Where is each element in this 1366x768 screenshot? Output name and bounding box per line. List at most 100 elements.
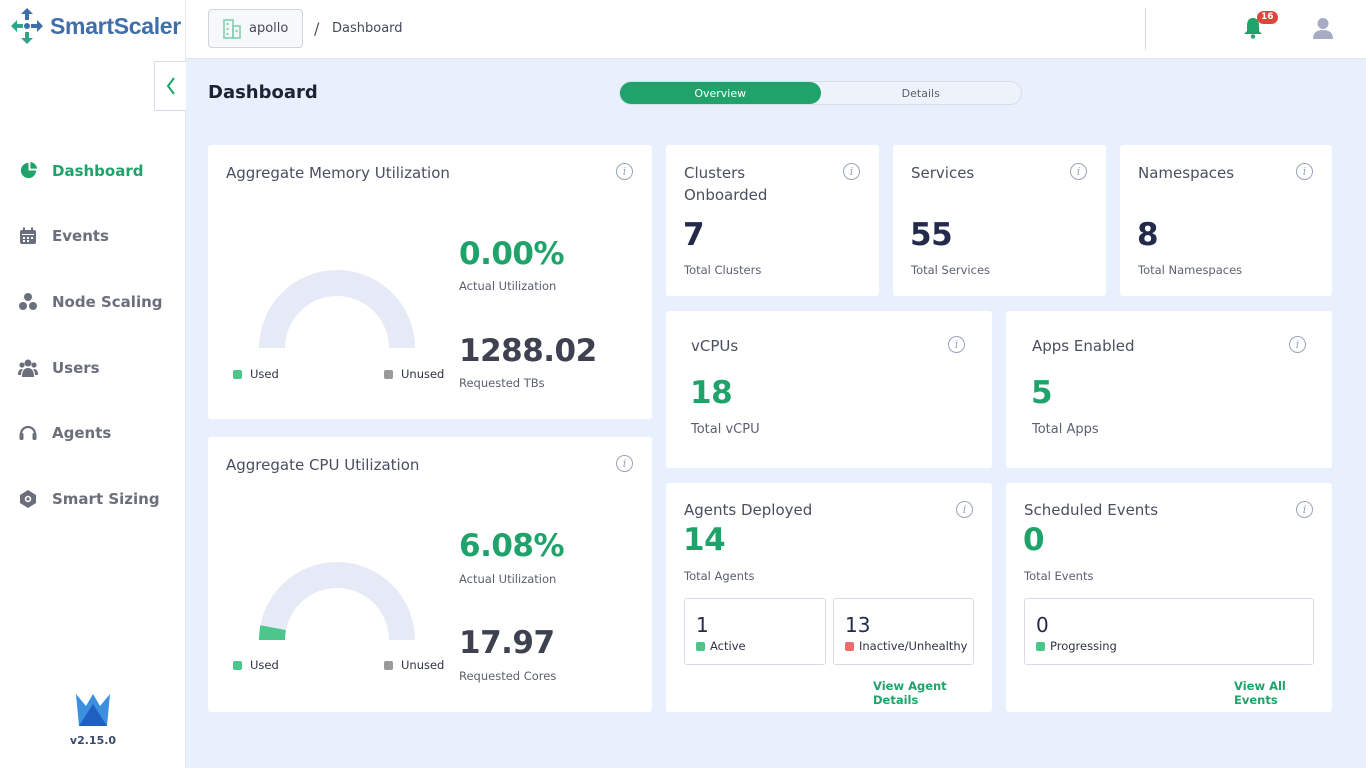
apps-card: Apps Enabled i 5 Total Apps <box>1006 311 1332 468</box>
info-icon[interactable]: i <box>1289 336 1306 353</box>
sidebar-item-label: Agents <box>52 424 112 443</box>
notifications-button[interactable] <box>1243 17 1263 43</box>
card-title: Aggregate Memory Utilization <box>226 164 450 182</box>
users-icon <box>18 358 38 378</box>
clusters-card: Clusters Onboarded i 7 Total Clusters <box>666 145 879 296</box>
card-title: vCPUs <box>691 337 739 355</box>
scheduled-events-card: Scheduled Events i 0 Total Events 0 Prog… <box>1006 483 1332 712</box>
collapse-sidebar-button[interactable] <box>154 61 186 111</box>
services-card: Services i 55 Total Services <box>893 145 1106 296</box>
legend-used: Used <box>233 658 279 672</box>
vcpus-value: 18 <box>690 375 733 411</box>
card-title: Clusters Onboarded <box>684 164 768 204</box>
clusters-value: 7 <box>683 217 705 253</box>
info-icon[interactable]: i <box>616 163 633 180</box>
status-label: Progressing <box>1050 639 1117 653</box>
view-tabs: Overview Details <box>619 81 1022 105</box>
memory-utilization-card: Aggregate Memory Utilization i Used Unus… <box>208 145 652 419</box>
app-logo[interactable]: SmartScaler <box>10 6 181 46</box>
sidebar-item-events[interactable]: Events <box>0 204 186 270</box>
agents-inactive-box: 13 Inactive/Unhealthy <box>833 598 974 665</box>
legend-used: Used <box>233 367 279 381</box>
top-header: apollo / Dashboard 16 <box>186 0 1366 59</box>
memory-utilization-label: Actual Utilization <box>459 279 557 293</box>
apps-value: 5 <box>1031 375 1053 411</box>
progressing-value: 0 <box>1036 613 1049 637</box>
cpu-utilization-value: 6.08% <box>459 528 565 564</box>
tab-overview[interactable]: Overview <box>620 82 821 104</box>
app-name: SmartScaler <box>50 12 181 39</box>
memory-gauge <box>259 270 415 349</box>
view-agent-details-link[interactable]: View Agent Details <box>873 679 947 707</box>
info-icon[interactable]: i <box>616 455 633 472</box>
events-progressing-box: 0 Progressing <box>1024 598 1314 665</box>
unused-swatch <box>384 369 393 379</box>
nodes-icon <box>18 292 38 312</box>
info-icon[interactable]: i <box>1296 501 1313 518</box>
card-title: Namespaces <box>1138 164 1235 182</box>
sidebar-nav: Dashboard Events Node Scaling Users Agen… <box>0 138 186 532</box>
info-icon[interactable]: i <box>948 336 965 353</box>
events-label: Total Events <box>1024 569 1094 583</box>
cpu-gauge-used <box>259 625 286 641</box>
chevron-left-icon <box>166 77 175 95</box>
bell-icon <box>1244 18 1262 39</box>
info-icon[interactable]: i <box>956 501 973 518</box>
services-label: Total Services <box>911 263 991 277</box>
cpu-gauge <box>259 562 415 641</box>
smart-sizing-icon <box>18 489 38 509</box>
namespaces-label: Total Namespaces <box>1138 263 1243 277</box>
pie-chart-icon <box>18 161 38 181</box>
agents-value: 14 <box>683 522 726 558</box>
memory-gauge-track <box>259 270 415 349</box>
sidebar: SmartScaler Dashboard Events Node Scalin… <box>0 0 186 768</box>
agents-active-box: 1 Active <box>684 598 826 665</box>
apps-label: Total Apps <box>1032 422 1099 437</box>
info-icon[interactable]: i <box>843 163 860 180</box>
version-text: v2.15.0 <box>69 734 117 747</box>
user-menu-button[interactable] <box>1312 17 1334 43</box>
sidebar-item-dashboard[interactable]: Dashboard <box>0 138 186 204</box>
cluster-name: apollo <box>249 21 289 36</box>
view-all-events-link[interactable]: View All Events <box>1234 679 1286 707</box>
card-title: Scheduled Events <box>1024 501 1159 519</box>
active-agents-value: 1 <box>696 613 709 637</box>
inactive-agents-label: Inactive/Unhealthy <box>845 639 967 653</box>
inactive-swatch <box>845 641 854 651</box>
card-title: Services <box>911 164 975 182</box>
used-swatch <box>233 369 242 379</box>
active-agents-label: Active <box>696 639 746 653</box>
sidebar-item-smart-sizing[interactable]: Smart Sizing <box>0 466 186 532</box>
sidebar-item-label: Events <box>52 227 109 246</box>
version-block: v2.15.0 <box>0 692 186 747</box>
sidebar-item-label: Smart Sizing <box>52 489 160 508</box>
unused-swatch <box>384 660 393 670</box>
vcpus-card: vCPUs i 18 Total vCPU <box>666 311 992 468</box>
legend-label: Unused <box>401 367 445 381</box>
notification-count-badge: 16 <box>1257 11 1278 24</box>
user-avatar-icon <box>1313 18 1333 39</box>
memory-requested-label: Requested TBs <box>459 376 545 390</box>
cpu-utilization-card: Aggregate CPU Utilization i Used Unused … <box>208 437 652 712</box>
tab-details[interactable]: Details <box>901 86 940 100</box>
sidebar-item-agents[interactable]: Agents <box>0 400 186 466</box>
cpu-requested-label: Requested Cores <box>459 669 557 683</box>
clusters-label: Total Clusters <box>684 263 762 277</box>
info-icon[interactable]: i <box>1296 163 1313 180</box>
sidebar-item-node-scaling[interactable]: Node Scaling <box>0 269 186 335</box>
legend-unused: Unused <box>384 367 444 381</box>
progressing-label: Progressing <box>1036 639 1117 653</box>
calendar-icon <box>18 226 38 246</box>
vcpus-label: Total vCPU <box>691 422 760 437</box>
services-value: 55 <box>910 217 953 253</box>
memory-requested-value: 1288.02 <box>459 333 597 369</box>
building-icon <box>223 18 241 39</box>
sidebar-item-users[interactable]: Users <box>0 335 186 401</box>
legend-label: Used <box>250 658 279 672</box>
active-swatch <box>696 641 705 651</box>
crown-logo-icon <box>76 694 110 726</box>
cluster-selector[interactable]: apollo <box>208 9 303 48</box>
legend-unused: Unused <box>384 658 444 672</box>
card-title: Agents Deployed <box>684 501 813 519</box>
info-icon[interactable]: i <box>1070 163 1087 180</box>
